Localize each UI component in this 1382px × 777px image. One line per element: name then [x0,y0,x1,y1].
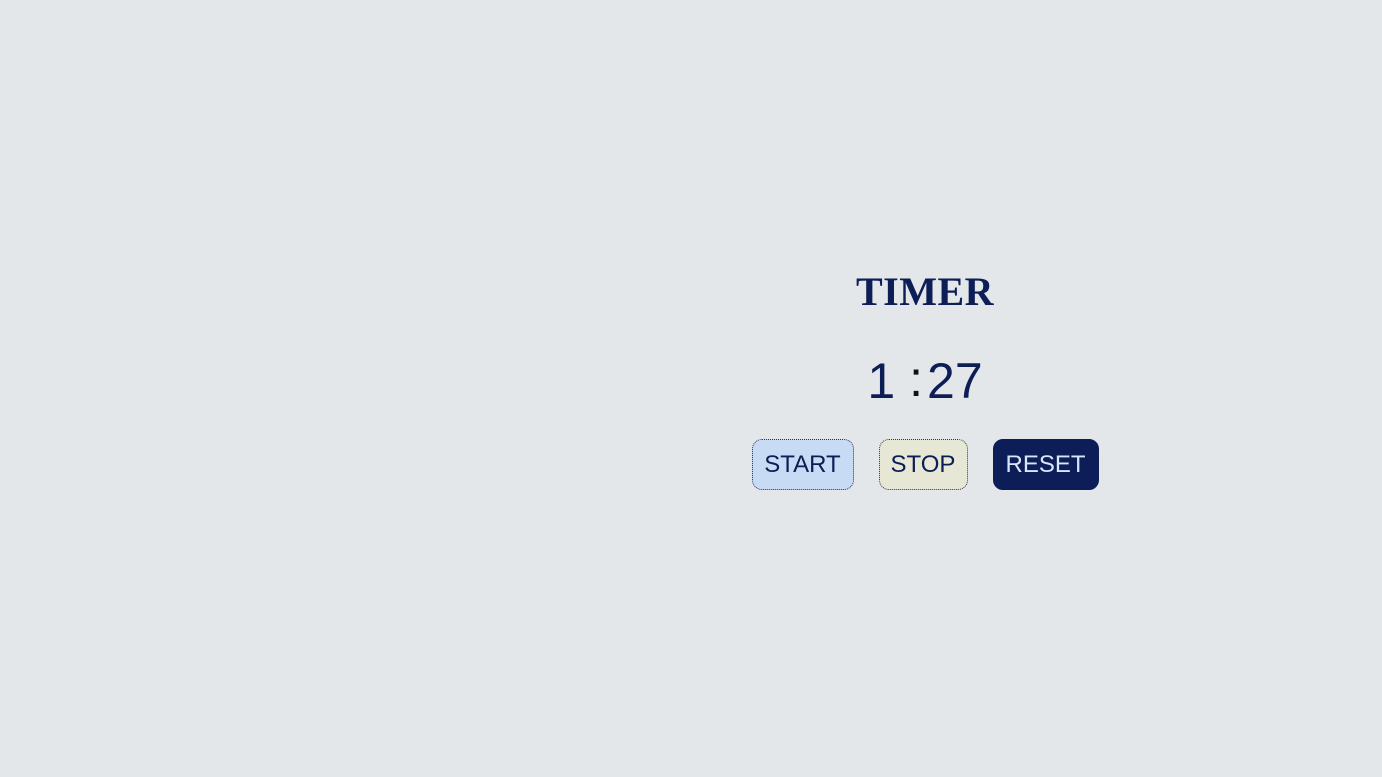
timer-separator: : [909,351,924,407]
timer-minutes: 1 [867,353,896,409]
timer-widget: TIMER 1 : 27 START STOP RESET [750,268,1100,490]
start-button[interactable]: START [751,439,854,490]
timer-controls: START STOP RESET [751,439,1099,490]
timer-display: 1 : 27 [867,351,983,409]
reset-button[interactable]: RESET [992,439,1099,490]
timer-title: TIMER [855,269,995,314]
stop-button[interactable]: STOP [878,439,968,490]
timer-seconds: 27 [927,353,983,409]
